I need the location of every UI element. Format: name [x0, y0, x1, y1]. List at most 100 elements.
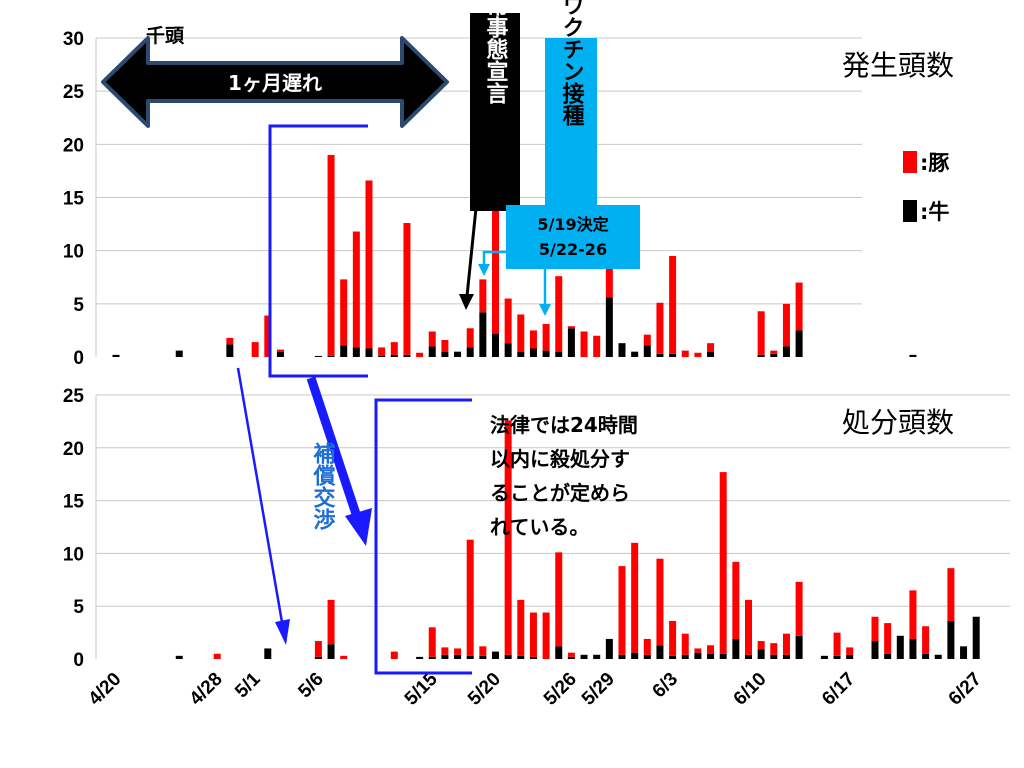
bar-cow	[390, 354, 398, 357]
y-tick-label: 25	[63, 82, 85, 103]
bar-pig	[327, 154, 335, 356]
bar-cow	[378, 355, 386, 357]
y-tick-label: 10	[63, 242, 84, 263]
bar-cow	[909, 638, 917, 659]
bar-pig	[580, 331, 588, 357]
bar-pig	[884, 623, 892, 654]
x-tick-label: 5/15	[401, 668, 442, 709]
x-tick-label: 5/26	[540, 669, 581, 710]
bar-pig	[213, 653, 221, 659]
bar-cow	[175, 655, 183, 659]
bar-pig	[922, 626, 930, 654]
bar-pig	[529, 612, 537, 657]
bar-cow	[416, 656, 424, 659]
y-tick-label: 20	[63, 135, 84, 156]
law-note-line: れている。	[490, 515, 589, 539]
delay-double-arrow: 1ヶ月遅れ	[101, 36, 449, 128]
bar-pig	[909, 590, 917, 639]
bar-pig	[947, 568, 955, 621]
bar-cow	[757, 354, 765, 357]
unit-label: 千頭	[146, 25, 185, 47]
bar-cow	[365, 348, 373, 357]
bar-pig	[378, 347, 386, 356]
bar-pig	[732, 561, 740, 639]
legend-label-pig: :豚	[920, 151, 949, 175]
bar-cow	[466, 655, 474, 659]
bar-cow	[529, 348, 537, 357]
bar-cow	[112, 354, 120, 357]
bar-pig	[669, 255, 677, 354]
bar-pig	[846, 647, 854, 655]
bar-cow	[352, 347, 360, 357]
vaccination-label: ワクチン接種	[559, 0, 585, 126]
bar-pig	[681, 350, 689, 357]
bar-cow	[504, 343, 512, 357]
bar-cow	[314, 656, 322, 659]
bar-cow	[871, 641, 879, 659]
vaccination-period: 5/22-26	[539, 240, 607, 259]
bar-cow	[593, 654, 601, 659]
bar-cow	[226, 344, 234, 357]
x-tick-label: 6/27	[945, 669, 986, 710]
bar-cow	[934, 654, 942, 659]
bar-pig	[707, 343, 715, 352]
bar-cow	[542, 350, 550, 357]
bar-cow	[428, 346, 436, 357]
bar-pig	[757, 641, 765, 650]
bar-pig	[656, 302, 664, 354]
bar-cow	[479, 655, 487, 659]
bar-cow	[517, 655, 525, 659]
x-tick-label: 4/20	[85, 669, 126, 710]
x-tick-label: 6/3	[649, 669, 683, 703]
y-tick-label: 0	[73, 348, 84, 369]
bar-pig	[795, 282, 803, 331]
top-y-ticks: 0 5 10 15 20 25 30	[63, 29, 85, 369]
bar-cow	[605, 638, 613, 659]
top-panel-title: 発生頭数	[842, 49, 954, 82]
y-tick-label: 5	[73, 295, 84, 316]
bar-pig	[770, 350, 778, 354]
bar-pig	[517, 314, 525, 352]
bar-cow	[555, 646, 563, 659]
bar-cow	[745, 654, 752, 659]
vaccination-box: ワクチン接種	[545, 0, 597, 206]
bar-cow	[492, 651, 499, 659]
bar-cow	[428, 656, 436, 659]
bar-cow	[441, 351, 449, 357]
bar-cow	[567, 328, 575, 357]
bar-pig	[757, 311, 765, 355]
vaccination-decision-date: 5/19決定	[537, 215, 608, 234]
bar-cow	[770, 654, 778, 659]
bar-pig	[529, 330, 537, 349]
bar-pig	[782, 303, 790, 347]
bar-cow	[276, 351, 284, 357]
bar-pig	[707, 645, 715, 654]
bar-cow	[454, 351, 462, 357]
bar-pig	[542, 612, 550, 659]
bottom-bracket	[374, 398, 472, 675]
bar-pig	[833, 632, 841, 656]
y-tick-label: 15	[63, 189, 85, 210]
bar-pig	[264, 315, 272, 357]
bar-cow	[656, 353, 664, 357]
bar-cow	[707, 653, 715, 659]
bar-cow	[681, 654, 689, 659]
bar-cow	[732, 638, 740, 659]
y-tick-label: 15	[63, 492, 85, 513]
bar-cow	[757, 649, 765, 659]
bar-cow	[669, 353, 677, 357]
bar-pig	[428, 331, 436, 347]
bar-pig	[479, 279, 487, 313]
bottom-y-ticks: 0 5 10 15 20 25	[63, 386, 85, 671]
bar-pig	[428, 627, 436, 657]
bar-cow	[504, 654, 512, 659]
bar-cow	[403, 354, 411, 357]
bar-cow	[820, 655, 828, 659]
bottom-bars	[175, 420, 980, 659]
bar-pig	[643, 638, 651, 655]
legend-label-cow: :牛	[920, 200, 949, 224]
bar-cow	[327, 644, 335, 659]
bar-pig	[555, 276, 563, 352]
bar-cow	[947, 620, 955, 659]
